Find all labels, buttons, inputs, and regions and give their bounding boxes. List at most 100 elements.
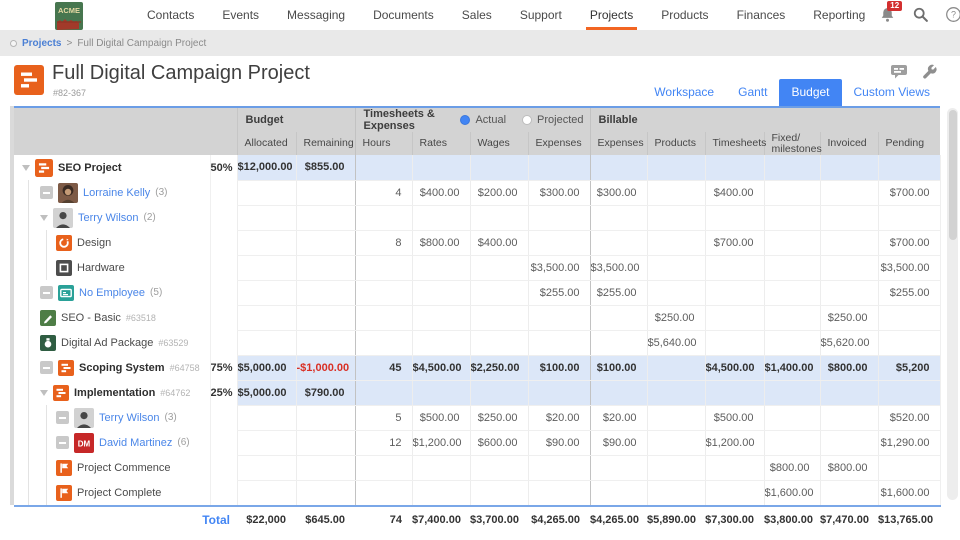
table-row-lorraine-kelly[interactable]: Lorraine Kelly (3) 4 $400.00 $200.00 $300.00 $… [14,180,941,206]
cell-allocated [236,230,296,256]
view-tabs: Workspace Gantt Budget Custom Views [642,79,942,106]
collapse-minus-icon[interactable] [40,186,53,199]
breadcrumb-projects-link[interactable]: Projects [22,37,62,49]
radio-projected[interactable]: Projected [522,114,584,126]
collapse-triangle-icon[interactable] [22,164,30,171]
cell-allocated [236,205,296,231]
cell-remaining: $790.00 [295,380,356,406]
cell-timesheets: $4,500.00 [704,355,765,381]
cell-allocated: $5,000.00 [236,355,296,381]
cell-timesheets [704,280,765,306]
column-blank [14,132,237,155]
cell-remaining: $855.00 [295,155,356,181]
notifications-bell-icon[interactable]: 12 [879,1,903,24]
cell-invoiced: $800.00 [819,455,879,481]
assignee-link[interactable]: No Employee [79,286,146,299]
tree-cell: Terry Wilson (2) [14,205,210,230]
cell-fixed-milestones [763,430,821,456]
total-hours: 74 [355,505,413,532]
column-header-rates: Rates [411,132,471,155]
table-row-implementation[interactable]: Implementation #64762 25% $5,000.00 $790.00 [14,380,941,406]
assignee-count: (3) [155,187,168,198]
nav-item-support[interactable]: Support [519,8,562,22]
assignee-link[interactable]: Terry Wilson [99,411,160,424]
table-row-no-employee[interactable]: No Employee (5) $255.00 $255.00 $255.00 [14,280,941,306]
table-row-design[interactable]: Design 8 $800.00 $400.00 $700.00 $700.00 [14,230,941,256]
table-row-seo-basic[interactable]: SEO - Basic #63518 $250.00 $250.00 [14,305,941,331]
tab-custom-views[interactable]: Custom Views [853,85,930,99]
cell-pct [209,480,237,506]
tab-gantt[interactable]: Gantt [738,85,768,99]
acme-logo-icon[interactable]: ACME [55,1,83,30]
cell-rates: $4,500.00 [411,355,471,381]
table-row-project-complete[interactable]: Project Complete $1,600.00 $1,600.00 [14,480,941,507]
cell-billable-expenses [589,455,648,481]
collapsed-panel-stripe[interactable] [10,106,14,505]
idcard-icon [58,284,74,301]
svg-text:ACME: ACME [58,6,80,15]
cell-pct [209,455,237,480]
column-header-products: Products [646,132,706,155]
cell-pct [209,205,237,230]
project-icon [35,158,53,177]
package-icon [40,334,56,351]
cell-timesheets: $700.00 [704,230,765,256]
assignee-count: (2) [143,212,156,223]
nav-item-products[interactable]: Products [661,8,709,22]
nav-item-finances[interactable]: Finances [736,8,786,22]
tree-cell: Project Complete [14,480,210,506]
cell-expenses [527,455,591,481]
assignee-count: (5) [150,287,163,298]
cell-pending: $1,290.00 [877,430,941,456]
budget-table: Budget Timesheets & Expenses Actual Proj… [14,106,941,532]
cell-remaining [295,305,356,331]
collapse-minus-icon[interactable] [40,286,53,299]
column-header-wages: Wages [469,132,529,155]
table-row-scoping-system[interactable]: Scoping System #64758 75% $5,000.00 -$1,000.… [14,355,941,381]
radio-actual[interactable]: Actual [460,114,506,126]
assignee-link[interactable]: David Martinez [99,436,173,449]
cell-rates [411,280,471,306]
table-row-digital-ad-package[interactable]: Digital Ad Package #63529 $5,640.00 $5,620.… [14,330,941,356]
nav-item-projects[interactable]: Projects [576,0,647,30]
table-row-seo-project[interactable]: SEO Project 50% $12,000.00 $855.00 [14,155,941,181]
nav-item-messaging[interactable]: Messaging [287,8,346,22]
collapse-triangle-icon[interactable] [40,389,48,396]
total-products: $5,890.00 [647,505,706,532]
comments-icon[interactable] [890,64,908,85]
cell-billable-expenses: $3,500.00 [589,255,648,281]
table-row-project-commence[interactable]: Project Commence $800.00 $800.00 [14,455,941,481]
assignee-link[interactable]: Terry Wilson [78,211,139,224]
assignee-link[interactable]: Lorraine Kelly [83,186,151,199]
cell-hours [354,380,413,406]
scrollbar-thumb[interactable] [948,110,957,240]
settings-wrench-icon[interactable] [922,64,938,85]
cell-fixed-milestones [763,180,821,206]
cell-remaining [295,255,356,281]
column-header-invoiced: Invoiced [819,132,879,155]
collapse-triangle-icon[interactable] [40,214,48,221]
column-header-remaining: Remaining [295,132,356,155]
collapse-minus-icon[interactable] [40,361,53,374]
nav-item-sales[interactable]: Sales [461,8,492,22]
table-row-david-martinez[interactable]: DM David Martinez (6) 12 $1,200.00 $600.00 $90… [14,430,941,456]
table-row-terry-wilson[interactable]: Terry Wilson (2) [14,205,941,231]
nav-item-documents[interactable]: Documents [373,8,434,22]
search-icon[interactable] [912,6,930,24]
total-label: Total [14,505,237,532]
table-row-hardware[interactable]: Hardware $3,500.00 $3,500.00 $3,500.00 [14,255,941,281]
breadcrumb-separator: > [66,37,73,49]
total-fixed-milestones: $3,800.00 [764,505,821,532]
help-icon[interactable]: ? [945,6,960,24]
tab-budget[interactable]: Budget [779,79,842,106]
group-billable: Billable [589,107,941,132]
table-row-terry-wilson[interactable]: Terry Wilson (3) 5 $500.00 $250.00 $20.00 $20.… [14,405,941,431]
tab-workspace[interactable]: Workspace [654,85,715,99]
nav-item-reporting[interactable]: Reporting [813,8,866,22]
breadcrumb-current: Full Digital Campaign Project [77,37,207,49]
nav-item-events[interactable]: Events [222,8,260,22]
collapse-minus-icon[interactable] [56,436,69,449]
collapse-minus-icon[interactable] [56,411,69,424]
avatar-lorraine-icon [58,182,78,203]
nav-item-contacts[interactable]: Contacts [147,8,195,22]
